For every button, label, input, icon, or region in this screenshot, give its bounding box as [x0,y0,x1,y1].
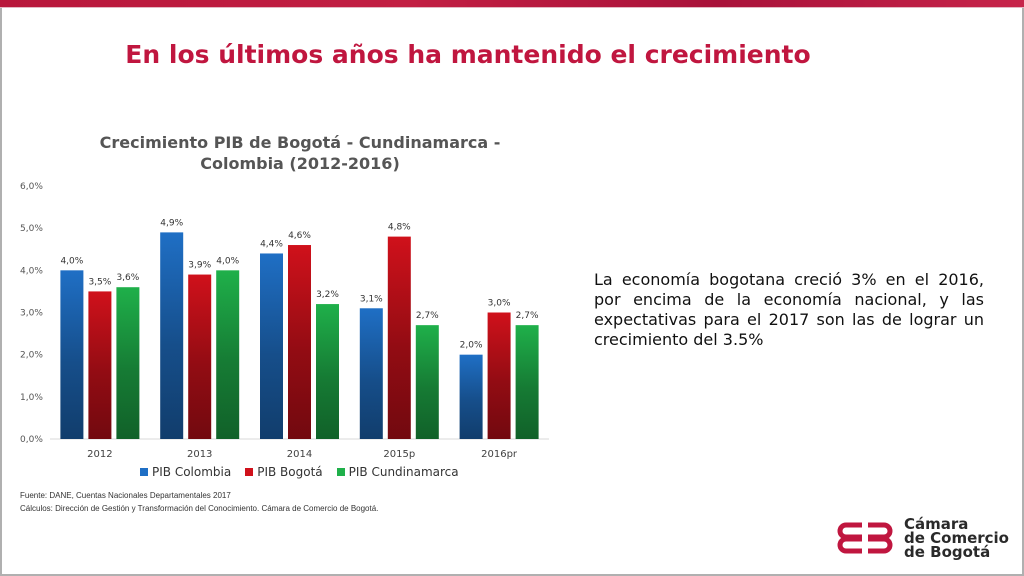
chart-title: Crecimiento PIB de Bogotá - Cundinamarca… [80,132,520,174]
camara-comercio-logo: Cámara de Comercio de Bogotá [832,516,1009,560]
calculations-line: Cálculos: Dirección de Gestión y Transfo… [20,504,379,513]
source-line: Fuente: DANE, Cuentas Nacionales Departa… [20,491,231,500]
x-category-label: 2015p [383,449,415,460]
logo-line: de Comercio [904,529,1009,547]
logo-line: de Bogotá [904,543,991,561]
legend-label-bogota: PIB Bogotá [257,465,323,479]
y-tick-label: 1,0% [20,393,43,403]
x-category-label: 2012 [87,449,112,460]
y-tick-label: 4,0% [20,266,43,276]
data-label: 3,9% [188,261,211,271]
y-tick-label: 5,0% [20,224,43,234]
bar [515,325,539,439]
x-category-label: 2014 [287,449,312,460]
data-label: 4,9% [160,218,183,228]
top-accent-stripe [0,0,1024,8]
x-category-label: 2016pr [481,449,518,460]
logo-wordmark: Cámara de Comercio de Bogotá [904,515,1009,561]
y-tick-label: 2,0% [20,351,43,361]
y-tick-label: 6,0% [20,182,43,192]
chart-title-line-1: Crecimiento PIB de Bogotá - Cundinamarca… [99,133,501,152]
y-tick-label: 0,0% [20,435,43,445]
legend-item-cundinamarca: PIB Cundinamarca [336,465,459,479]
data-label: 2,7% [416,311,439,321]
bar [216,270,240,439]
data-label: 3,5% [88,277,111,287]
y-tick-label: 3,0% [20,309,43,319]
source-note: Fuente: DANE, Cuentas Nacionales Departa… [20,489,378,515]
data-label: 3,2% [316,290,339,300]
logo-line: Cámara [904,515,969,533]
bar [387,236,411,439]
data-label: 3,1% [360,294,383,304]
data-label: 2,0% [460,341,483,351]
legend-label-cundinamarca: PIB Cundinamarca [348,465,459,479]
data-label: 3,6% [116,273,139,283]
legend-item-bogota: PIB Bogotá [245,465,323,479]
bar [188,274,212,439]
slide-title: En los últimos años ha mantenido el crec… [125,40,811,69]
bar [260,253,283,439]
bar [288,245,311,439]
legend-swatch-bogota [245,468,254,476]
data-label: 4,0% [60,256,83,266]
summary-paragraph: La economía bogotana creció 3% en el 201… [594,270,984,349]
camara-comercio-logo-mark [837,522,893,554]
gdp-growth-bar-chart: 0,0% 1,0% 2,0% 3,0% 4,0% 5,0% 6,0% 4,0% 3,5% 3,6%… [20,182,549,460]
bar [316,304,339,439]
data-label: 4,0% [216,256,239,266]
bar [487,312,511,439]
bar [160,232,184,439]
bar [359,308,383,439]
legend-swatch-colombia [140,468,148,476]
slide-frame [0,8,1024,576]
bar [459,354,483,439]
data-label: 3,0% [488,299,511,309]
legend-label-colombia: PIB Colombia [152,465,232,479]
bar [60,270,84,439]
legend-swatch-cundinamarca [336,468,345,476]
x-category-label: 2013 [187,449,212,460]
bar [415,325,439,439]
legend-item-colombia: PIB Colombia [140,465,231,479]
bar [116,287,140,439]
data-label: 4,6% [288,231,311,241]
chart-title-line-2: Colombia (2012-2016) [200,154,400,173]
data-label: 4,4% [260,239,283,249]
chart-legend: PIB Colombia PIB Bogotá PIB Cundinamarca [140,465,459,479]
data-label: 2,7% [516,311,539,321]
data-label: 4,8% [388,223,411,233]
bar [88,291,112,439]
